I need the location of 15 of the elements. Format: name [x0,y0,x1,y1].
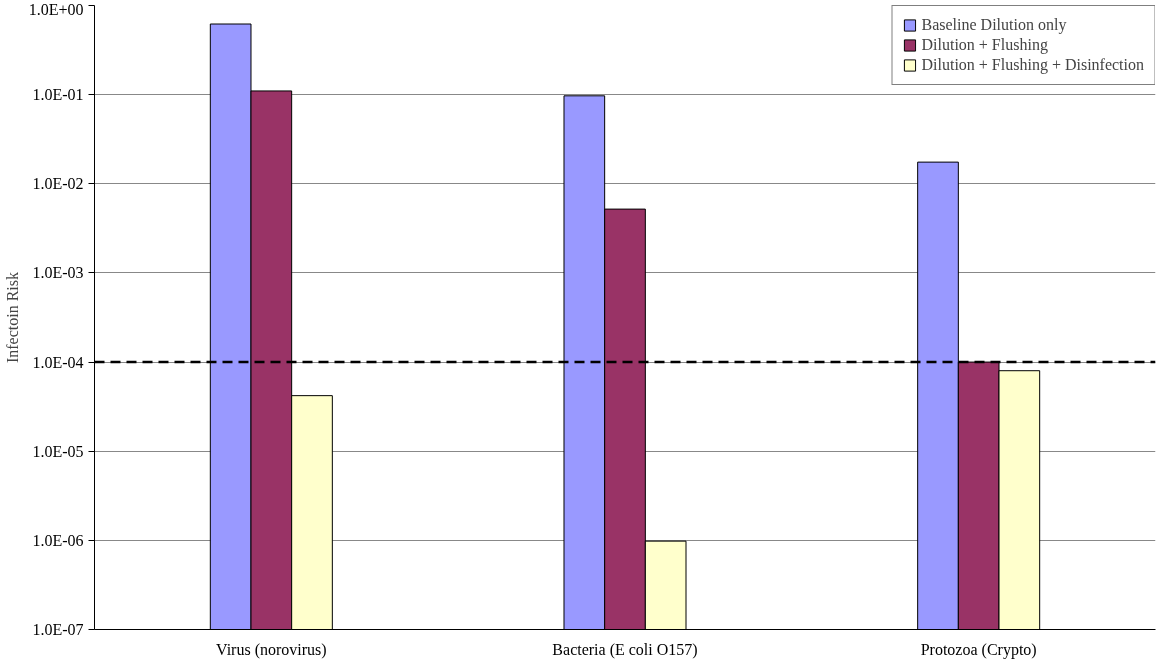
legend-label: Dilution + Flushing + Disinfection [921,56,1144,74]
y-tick-label: 1.0E-03 [32,264,84,282]
x-tick-label: Virus (norovirus) [216,640,327,659]
y-tick-label: 1.0E+00 [28,0,84,18]
y-tick-label: 1.0E-04 [32,353,84,371]
y-tick-label: 1.0E-02 [32,175,84,193]
legend-label: Baseline Dilution only [921,16,1067,34]
y-tick-label: 1.0E-05 [32,442,84,460]
legend-label: Dilution + Flushing [921,36,1048,54]
x-tick-label: Bacteria (E coli O157) [552,640,698,659]
x-tick-label: Protozoa (Crypto) [920,640,1037,659]
y-tick-label: 1.0E-01 [32,86,84,104]
y-axis-title: Infectoin Risk [3,271,21,364]
y-tick-label: 1.0E-06 [32,531,84,549]
y-tick-label: 1.0E-07 [32,621,84,638]
